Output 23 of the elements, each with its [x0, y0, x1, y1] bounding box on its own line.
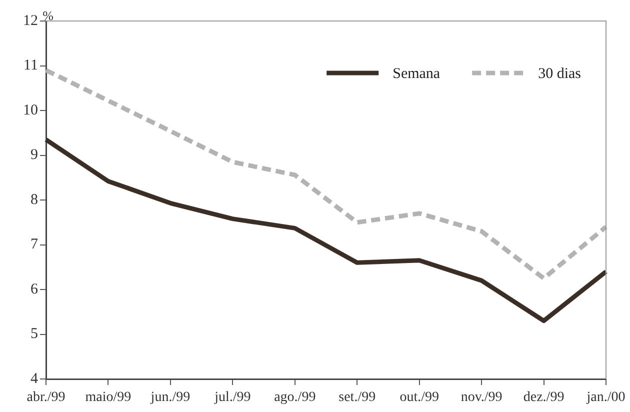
- x-tick-label: nov./99: [460, 390, 502, 406]
- y-axis-title: %: [42, 8, 54, 23]
- y-tick-label: 5: [30, 326, 38, 342]
- y-tick-label: 11: [24, 58, 38, 74]
- y-tick-label: 12: [23, 12, 38, 29]
- line-series: [44, 68, 608, 281]
- x-tick-label: out./99: [400, 390, 439, 406]
- x-tick-label: ago./99: [274, 390, 316, 406]
- x-tick-label: jun./99: [150, 390, 190, 406]
- x-tick-label: maio/99: [85, 390, 132, 406]
- x-tick-label: dez./99: [523, 390, 564, 406]
- y-tick-label: 10: [23, 102, 38, 118]
- legend-label: 30 dias: [538, 66, 582, 82]
- x-tick-label: abr./99: [26, 390, 66, 406]
- x-tick-label: set./99: [338, 390, 376, 406]
- x-tick-label: jul./99: [214, 390, 251, 406]
- y-tick-label: 7: [30, 236, 38, 253]
- legend-label: Semana: [392, 66, 440, 82]
- x-tick-label: jan./00: [586, 390, 626, 406]
- y-tick-label: 4: [30, 370, 38, 387]
- y-tick-label: 6: [30, 281, 38, 298]
- y-tick-label: 9: [30, 147, 38, 164]
- y-tick-label: 8: [30, 192, 38, 208]
